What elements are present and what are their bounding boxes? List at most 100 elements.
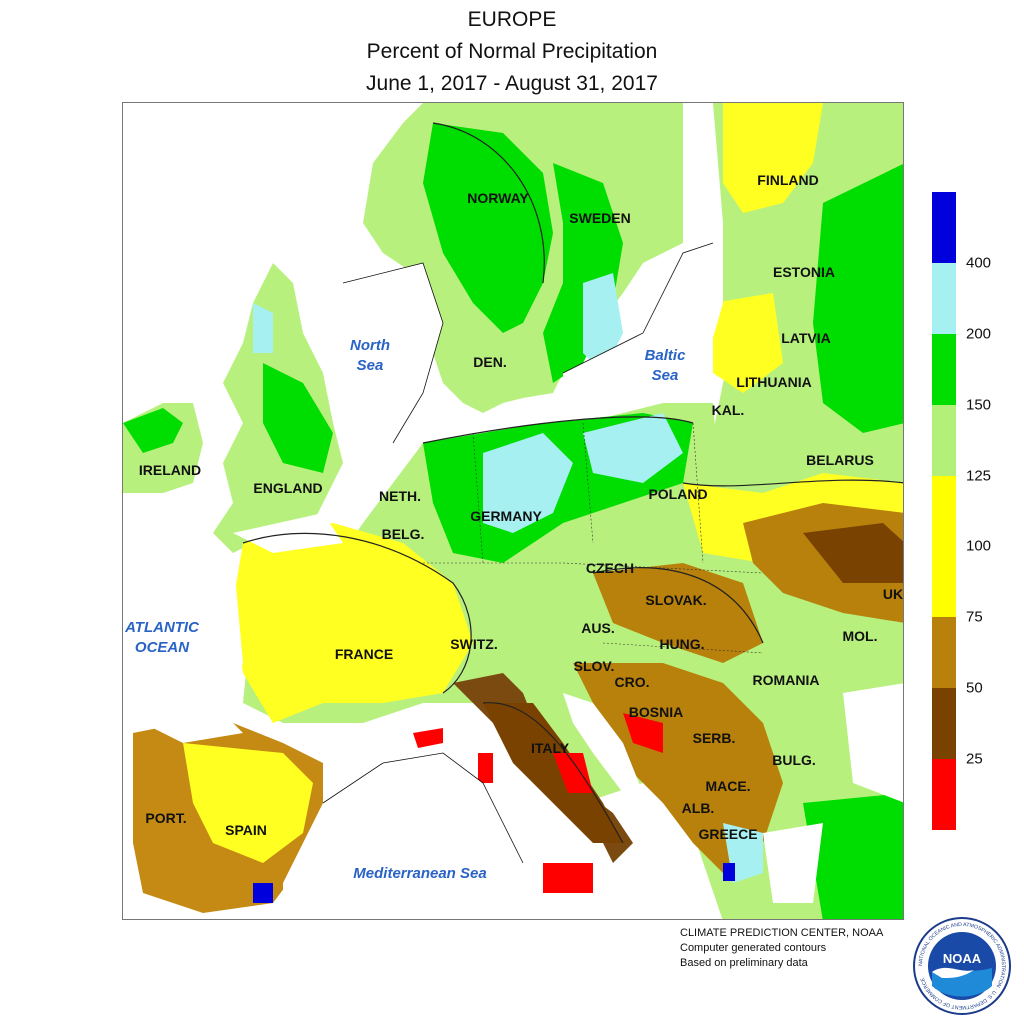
map-title: EUROPE [467,8,557,31]
label-baltic-sea-line2: Sea [651,367,679,384]
legend-swatch-125-150 [932,404,956,476]
color-legend [932,192,956,830]
sea-aegean [763,823,823,903]
label-finland: FINLAND [757,172,819,188]
zone-green-sweden [543,163,623,383]
label-baltic-sea-line1: Baltic [644,347,686,364]
legend-swatch-50-75 [932,617,956,689]
legend-tick-150: 150 [966,396,992,414]
zone-yellow-iberia [183,743,313,863]
legend-tick-25: 25 [966,750,983,768]
label-bosnia: BOSNIA [628,704,684,720]
sea-channel [233,513,343,553]
noaa-logo-text: NOAA [943,951,982,966]
sea-atlantic-south [123,503,243,723]
label-latvia: LATVIA [781,330,831,346]
label-baltic-sea: Baltic Sea [645,346,686,386]
label-ireland: IRELAND [138,462,202,478]
label-cro: CRO. [614,674,650,690]
label-serb: SERB. [692,730,736,746]
sea-baltic [563,243,723,413]
zone-darkbrown-italy [483,703,623,843]
label-mace: MACE. [705,778,751,794]
legend-swatch-200-400 [932,262,956,334]
noaa-logo: NOAA NATIONAL OCEANIC AND ATMOSPHERIC AD… [913,917,1011,1015]
map-subtitle: Percent of Normal Precipitation [366,40,658,63]
zone-red-sardinia [478,753,493,783]
legend-tick-50: 50 [966,679,983,697]
zone-darkblue-greece [723,863,735,881]
zone-brown-hungary [593,563,763,663]
label-poland: POLAND [648,486,708,502]
zone-blue-poland [583,413,683,483]
sea-mediterranean [283,753,621,919]
zone-green-britain [263,363,333,473]
legend-swatch--400 [932,192,956,263]
zone-red-italy [553,753,593,793]
credit-block: CLIMATE PREDICTION CENTER, NOAA Computer… [680,926,883,971]
label-belg: BELG. [381,526,425,542]
label-spain: SPAIN [225,822,267,838]
label-slov: SLOV. [573,658,615,674]
sea-black [843,683,903,803]
credit-line2: Computer generated contours [680,942,827,954]
legend-tick-200: 200 [966,325,992,343]
zone-yellow-france [233,523,473,723]
label-north-sea-line1: North [350,337,390,354]
zone-green-east [813,163,903,433]
legend-tick-75: 75 [966,608,983,626]
zone-yellow-finland [723,103,823,213]
label-slovak: SLOVAK. [645,592,707,608]
zone-green-greece [803,793,903,919]
zone-red-france [413,728,443,748]
legend-swatch-0-25 [932,759,956,830]
contour-lines [242,122,903,844]
sea-biscay [143,713,243,743]
label-north-sea-line2: Sea [356,357,384,374]
label-aus: AUS. [581,620,615,636]
label-france: FRANCE [334,646,394,662]
credit-line1: CLIMATE PREDICTION CENTER, NOAA [680,927,884,939]
sea-atlantic [123,103,363,403]
label-den: DEN. [473,354,507,370]
legend-swatch-75-100 [932,546,956,618]
precipitation-map [122,102,904,920]
label-germany: GERMANY [470,508,542,524]
legend-tick-400: 400 [966,254,992,272]
country-borders [423,422,764,654]
label-england: ENGLAND [253,480,323,496]
label-hung: HUNG. [659,636,705,652]
zone-red-dalmatia [623,713,663,753]
label-romania: ROMANIA [752,672,820,688]
zone-blue-germany [483,433,573,533]
credit-line3: Based on preliminary data [680,957,808,969]
label-uk: UK [882,586,904,602]
label-kal: KAL. [711,402,745,418]
label-estonia: ESTONIA [773,264,835,280]
legend-tick-125: 125 [966,467,992,485]
legend-swatch-150-200 [932,333,956,405]
label-lithuania: LITHUANIA [736,374,812,390]
label-alb: ALB. [681,800,715,816]
legend-swatch-100-125 [932,475,956,547]
coastlines [322,242,714,864]
label-north-sea: North Sea [350,336,390,376]
sea-north [343,263,443,443]
label-sweden: SWEDEN [569,210,631,226]
zone-darkbrown-ukraine [803,523,903,583]
label-czech: CZECH [585,560,635,576]
label-neth: NETH. [379,488,421,504]
zone-blue-britain [253,303,273,353]
label-mol: MOL. [842,628,878,644]
legend-tick-100: 100 [966,537,992,555]
label-switz: SWITZ. [450,636,498,652]
zone-yellow-baltic [713,293,783,393]
label-atlantic-line1: ATLANTIC [125,619,199,636]
label-atlantic-ocean: ATLANTIC OCEAN [125,618,199,658]
label-port: PORT. [145,810,187,826]
zone-darkblue-spain [253,883,273,903]
label-italy: ITALY [530,740,570,756]
label-greece: GREECE [698,826,758,842]
label-belarus: BELARUS [806,452,874,468]
sea-adriatic [563,693,643,793]
